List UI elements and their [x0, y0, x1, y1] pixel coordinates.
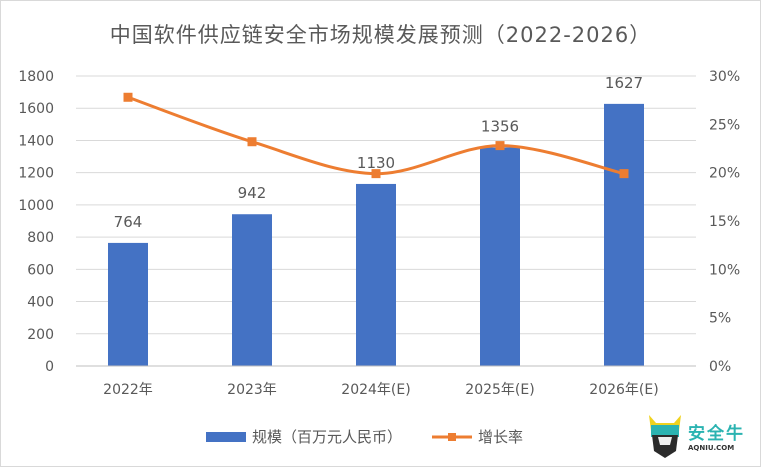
x-tick-label: 2022年 [103, 382, 153, 398]
left-tick-label: 1800 [18, 69, 54, 85]
bar [604, 103, 644, 366]
aqniu-logo: 安全牛 aqniu.com [646, 411, 745, 459]
legend-swatch-line [432, 432, 473, 441]
left-tick-label: 400 [27, 295, 54, 311]
left-tick-label: 200 [27, 327, 54, 343]
bar-data-label: 764 [114, 213, 143, 231]
logo-text: 安全牛 [688, 423, 745, 444]
bar-data-label: 942 [238, 184, 267, 202]
line-marker [495, 141, 505, 151]
left-tick-label: 0 [45, 359, 54, 375]
x-tick-label: 2024年(E) [341, 382, 410, 398]
right-tick-label: 0% [709, 359, 731, 375]
left-tick-label: 1400 [18, 133, 54, 149]
x-tick-label: 2025年(E) [465, 382, 534, 398]
logo-knight-icon [649, 415, 681, 458]
legend-item-line: 增长率 [432, 426, 523, 447]
legend-item-bar: 规模（百万元人民币） [206, 426, 402, 447]
bar-data-label: 1356 [481, 118, 519, 136]
bar [108, 242, 148, 366]
left-tick-label: 1000 [18, 198, 54, 214]
line-marker [619, 169, 629, 179]
right-tick-label: 15% [709, 214, 740, 230]
right-tick-label: 10% [709, 262, 740, 278]
bar [232, 214, 272, 366]
line-marker [371, 169, 381, 179]
right-tick-label: 25% [709, 117, 740, 133]
chart-title: 中国软件供应链安全市场规模发展预测（2022-2026） [109, 23, 652, 47]
bar [480, 147, 520, 366]
x-tick-label: 2023年 [227, 382, 277, 398]
line-marker [247, 137, 257, 147]
left-tick-label: 600 [27, 262, 54, 278]
line-marker [123, 92, 133, 102]
x-tick-label: 2026年(E) [589, 382, 658, 398]
bar-data-label: 1130 [357, 154, 395, 172]
bar [356, 183, 396, 366]
right-tick-label: 20% [709, 166, 740, 182]
right-tick-label: 5% [709, 311, 731, 327]
bar-data-label: 1627 [605, 74, 643, 92]
left-tick-label: 1200 [18, 166, 54, 182]
legend: 规模（百万元人民币） 增长率 [206, 426, 523, 447]
legend-label-bar: 规模（百万元人民币） [252, 428, 403, 446]
left-tick-label: 800 [27, 230, 54, 246]
legend-swatch-bar [206, 431, 246, 442]
right-tick-label: 30% [709, 69, 740, 85]
logo-subtext: aqniu.com [688, 443, 735, 452]
legend-label-line: 增长率 [478, 428, 524, 446]
left-tick-label: 1600 [18, 101, 54, 117]
